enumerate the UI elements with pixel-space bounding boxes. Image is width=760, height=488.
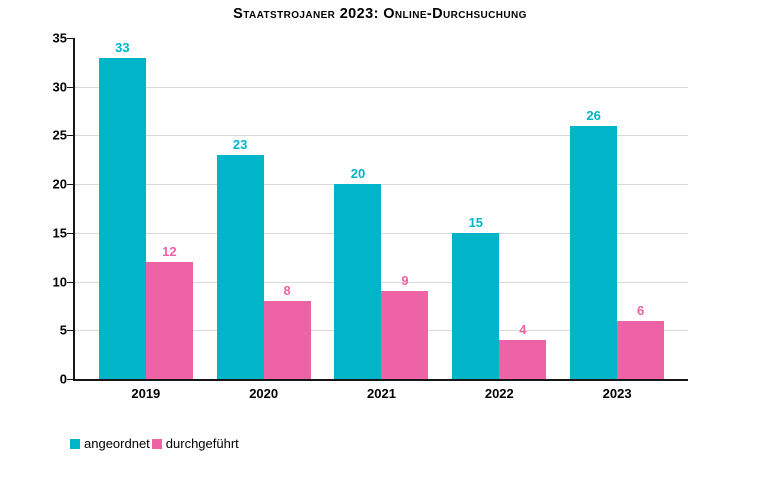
x-axis-label: 2021: [367, 386, 396, 401]
y-axis-tick: [67, 281, 73, 283]
y-axis-label: 5: [59, 322, 67, 338]
bar-durchgeführt-2023: 6: [617, 304, 665, 379]
y-axis-tick: [67, 330, 73, 332]
bar-angeordnet-2019: 33: [98, 41, 146, 379]
y-axis-tick: [67, 135, 73, 137]
y-axis-label: 35: [52, 30, 67, 46]
legend-swatch-durchgefuehrt: [151, 438, 162, 449]
y-gridline: [75, 184, 688, 186]
y-axis-tick: [67, 38, 73, 39]
bar-value-label: 15: [468, 214, 484, 230]
bar-durchgeführt-2019: 12: [145, 245, 193, 379]
bar-durchgeführt-2022: 4: [499, 323, 547, 379]
y-axis-tick: [67, 86, 73, 88]
bar-angeordnet-2020: 23: [216, 138, 264, 379]
x-axis-label: 2020: [249, 386, 279, 401]
y-axis-label: 25: [52, 127, 67, 143]
x-axis-label: 2019: [131, 386, 161, 401]
legend-label-durchgefuehrt: durchgeführt: [165, 436, 239, 451]
legend-swatch-angeordnet: [70, 438, 80, 449]
y-axis-label: 30: [52, 79, 67, 95]
x-axis-label: 2022: [484, 386, 514, 401]
bar-angeordnet-2022: 15: [452, 216, 500, 379]
y-gridline: [75, 232, 688, 234]
bar-value-label: 8: [283, 283, 291, 299]
y-axis-tick: [67, 379, 73, 380]
legend-label-angeordnet: angeordnet: [84, 436, 150, 451]
y-axis-label: 0: [59, 371, 67, 387]
bar-group-2019: 33 12 2019: [98, 38, 193, 400]
chart-title: Staatstrojaner 2023: Online-Durchsuchung: [233, 6, 527, 22]
legend-item-angeordnet: angeordnet: [70, 436, 150, 451]
y-axis-tick: [67, 232, 73, 234]
x-axis-label: 2023: [602, 386, 632, 401]
bar-group-2023: 26 6 2023: [570, 38, 665, 400]
bar-value-label: 4: [519, 322, 527, 338]
bar-durchgeführt-2020: 8: [263, 284, 311, 379]
bar-durchgeführt-2021: 9: [381, 274, 429, 379]
bar-value-label: 6: [637, 302, 645, 318]
bar-value-label: 23: [232, 136, 248, 152]
y-axis-label: 15: [52, 225, 67, 241]
y-gridline: [75, 281, 688, 283]
legend-item-durchgefuehrt: durchgeführt: [151, 436, 239, 451]
bar-value-label: 20: [350, 166, 366, 182]
bar-group-2022: 15 4 2022: [452, 38, 547, 400]
bar-angeordnet-2023: 26: [570, 109, 618, 379]
bar-value-label: 12: [162, 244, 177, 260]
y-axis-label: 20: [52, 176, 67, 192]
bar-groups: 33 12 2019 23 8 2020 20 9 2021 15 4 2022 26 6 2023: [75, 38, 688, 400]
bar-angeordnet-2021: 20: [334, 167, 382, 379]
y-axis-label: 10: [52, 274, 67, 290]
y-gridline: [75, 135, 688, 137]
y-gridline: [75, 86, 688, 88]
bar-group-2020: 23 8 2020: [216, 38, 311, 400]
bar-value-label: 33: [115, 39, 130, 55]
bar-group-2021: 20 9 2021: [334, 38, 429, 400]
legend: angeordnet durchgeführt: [70, 436, 241, 451]
plot-area: 0 5 10 15 20 25 30 35 33 12 2019 23 8 2020 20 9 2021 15 4 2…: [53, 32, 688, 400]
bar-value-label: 9: [401, 273, 409, 289]
y-axis-tick: [67, 184, 73, 186]
bar-value-label: 26: [586, 107, 601, 123]
